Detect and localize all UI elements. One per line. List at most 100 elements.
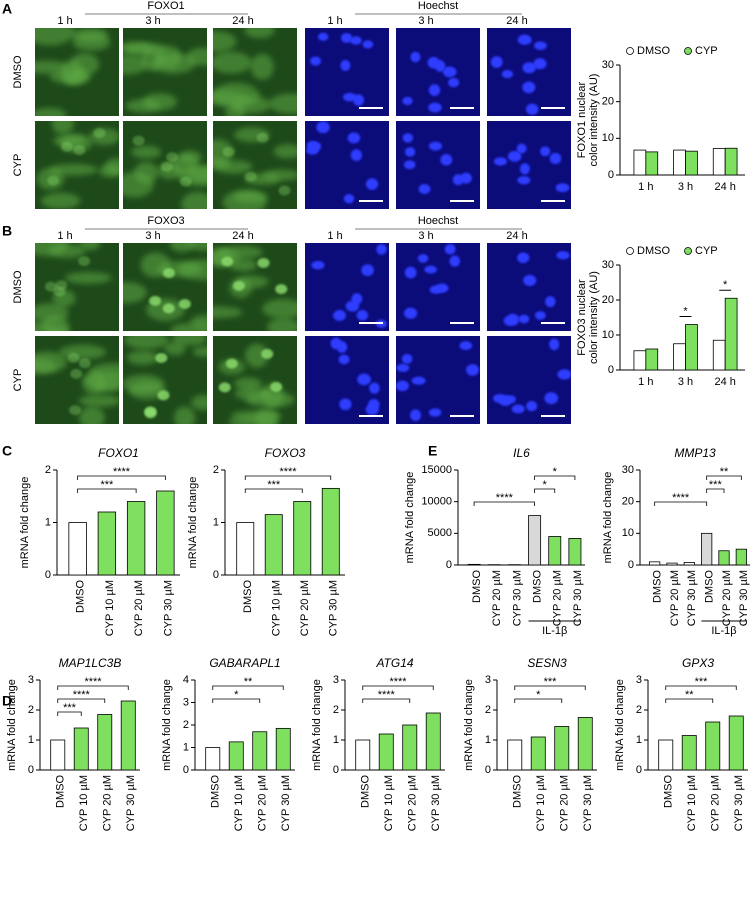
y-tick-label: 0 xyxy=(485,764,491,776)
bar xyxy=(97,511,117,576)
cell xyxy=(124,336,169,350)
x-tick-label: CYP 30 µM xyxy=(162,580,174,636)
nucleus xyxy=(448,77,460,88)
significance-bracket xyxy=(473,501,535,506)
x-tick-label: 24 h xyxy=(714,376,735,388)
nucleus xyxy=(369,382,380,394)
y-axis-label: mRNA fold change xyxy=(6,679,18,771)
significance-label: **** xyxy=(113,466,131,478)
x-tick-label: 1 h xyxy=(638,181,653,193)
cell xyxy=(123,42,168,55)
cell xyxy=(78,406,105,424)
nucleus xyxy=(396,380,409,392)
micrograph xyxy=(123,121,207,209)
micrograph xyxy=(305,336,389,424)
significance-label: **** xyxy=(496,492,514,504)
nucleus xyxy=(459,341,473,350)
y-tick-label: 0 xyxy=(636,764,642,776)
significance-label: * xyxy=(536,689,541,701)
nucleus xyxy=(449,255,461,267)
y-tick-label: 5000 xyxy=(428,527,452,539)
nucleus xyxy=(522,81,536,94)
cell xyxy=(181,191,207,209)
significance-label: *** xyxy=(544,676,558,688)
significance-bracket xyxy=(514,698,563,703)
nucleus xyxy=(44,281,57,292)
cell xyxy=(233,191,268,203)
bar xyxy=(554,726,570,771)
nucleus xyxy=(434,60,446,72)
nucleus xyxy=(157,390,170,401)
cell xyxy=(142,93,178,111)
panel-label: D xyxy=(2,693,12,709)
cell xyxy=(134,161,159,184)
x-tick-label: CYP 10 µM xyxy=(535,775,547,831)
significance-label: **** xyxy=(73,689,91,701)
nucleus xyxy=(341,32,353,43)
nucleus xyxy=(339,398,352,411)
micrograph-content xyxy=(305,336,389,424)
bar xyxy=(673,343,686,371)
time-label: 1 h xyxy=(57,15,72,27)
micrograph xyxy=(305,243,389,331)
x-tick-label: CYP 10 µM xyxy=(78,775,90,831)
x-tick-label: CYP 20 µM xyxy=(669,570,681,626)
bar xyxy=(205,747,221,771)
x-tick-label: CYP 10 µM xyxy=(104,580,116,636)
nucleus xyxy=(132,135,145,146)
y-axis-label: color intensity (AU) xyxy=(588,74,600,167)
nucleus xyxy=(178,299,191,310)
nucleus xyxy=(428,408,442,417)
micrograph-content xyxy=(123,28,207,116)
y-tick-label: 3 xyxy=(183,696,189,708)
nucleus xyxy=(540,146,551,157)
cell xyxy=(174,406,196,424)
panel-label: B xyxy=(2,223,12,239)
nucleus xyxy=(549,152,562,165)
nucleus xyxy=(316,121,330,134)
bar xyxy=(658,739,674,771)
micrograph xyxy=(396,28,480,116)
chart-title: SESN3 xyxy=(527,656,567,670)
chart-title: FOXO1 xyxy=(98,446,139,460)
significance-bracket xyxy=(244,475,332,480)
stain-label: Hoechst xyxy=(418,0,458,12)
nucleus xyxy=(356,309,369,321)
y-tick-label: 2 xyxy=(485,704,491,716)
nucleus xyxy=(403,160,416,170)
cell xyxy=(79,243,101,251)
micrograph xyxy=(213,28,297,116)
micrograph-content xyxy=(213,28,297,116)
stain-label: Hoechst xyxy=(418,215,458,227)
nucleus xyxy=(402,96,413,106)
bar xyxy=(548,536,562,566)
bar xyxy=(728,715,744,771)
legend-marker xyxy=(684,247,692,255)
cell xyxy=(51,121,74,135)
cell xyxy=(78,394,119,407)
nucleus xyxy=(338,354,350,365)
cell xyxy=(188,166,207,183)
x-tick-label: DMSO xyxy=(55,775,67,808)
x-tick-label: DMSO xyxy=(75,580,87,613)
panel-label: E xyxy=(428,443,437,459)
x-tick-label: CYP 20 µM xyxy=(407,775,419,831)
nucleus xyxy=(511,404,525,414)
bar xyxy=(68,522,87,576)
cell xyxy=(59,344,107,360)
x-tick-label: DMSO xyxy=(531,570,543,603)
y-tick-label: 10 xyxy=(622,527,634,539)
y-tick-label: 3 xyxy=(636,674,642,686)
y-tick-label: 1 xyxy=(45,516,51,528)
significance-label: *** xyxy=(267,479,281,491)
nucleus xyxy=(93,127,106,138)
x-tick-label: DMSO xyxy=(242,580,254,613)
bar xyxy=(705,721,721,771)
micrograph xyxy=(35,28,119,116)
bar xyxy=(228,741,244,771)
nucleus xyxy=(555,183,570,193)
micrograph xyxy=(123,336,207,424)
significance-label: **** xyxy=(279,466,297,478)
nucleus xyxy=(533,58,547,70)
nucleus xyxy=(534,311,546,320)
